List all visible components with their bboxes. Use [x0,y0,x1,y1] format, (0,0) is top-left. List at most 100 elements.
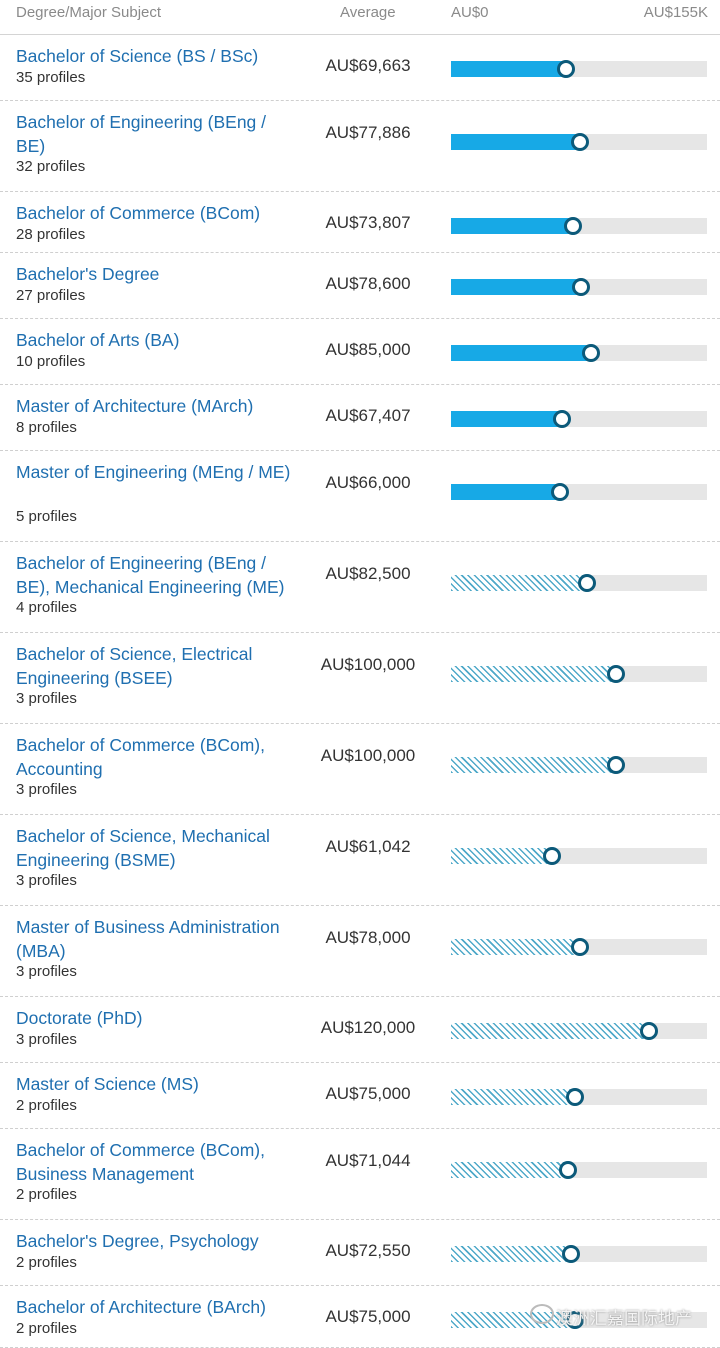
salary-bar-fill [451,1089,575,1105]
salary-marker [566,1311,584,1329]
profile-count: 3 profiles [16,963,77,980]
salary-bar-track [451,217,707,235]
profile-count: 2 profiles [16,1320,77,1337]
degree-link[interactable]: Master of Architecture (MArch) [16,396,254,416]
table-row: Master of Science (MS) 2 profiles AU$75,00… [0,1063,720,1129]
table-header: Degree/Major Subject Average AU$0 AU$155… [0,0,720,35]
profile-count: 28 profiles [16,226,86,243]
table-row: Bachelor of Science, Electrical Engineer… [0,633,720,724]
profile-count: 8 profiles [16,419,77,436]
salary-bar-track [451,574,707,592]
degree-link[interactable]: Bachelor of Arts (BA) [16,330,180,350]
degree-link[interactable]: Bachelor of Engineering (BEng / BE), Mec… [16,553,285,597]
salary-marker [582,344,600,362]
profile-count: 2 profiles [16,1254,77,1271]
profile-count: 3 profiles [16,1031,77,1048]
salary-bar-fill [451,666,616,682]
salary-bar-track [451,1022,707,1040]
salary-marker [564,217,582,235]
salary-bar-fill [451,218,573,234]
profile-count: 5 profiles [16,508,77,525]
profile-count: 27 profiles [16,287,86,304]
salary-bar-fill [451,575,587,591]
salary-bar-fill [451,61,566,77]
salary-marker [543,847,561,865]
degree-link[interactable]: Bachelor of Science, Mechanical Engineer… [16,826,270,870]
degree-link[interactable]: Bachelor of Science, Electrical Engineer… [16,644,253,688]
degree-link[interactable]: Bachelor of Commerce (BCom), Business Ma… [16,1140,265,1184]
profile-count: 35 profiles [16,69,86,86]
salary-marker [571,938,589,956]
degree-link[interactable]: Bachelor's Degree, Psychology [16,1231,259,1251]
average-salary: AU$71,044 [325,1151,411,1170]
degree-link[interactable]: Master of Science (MS) [16,1074,199,1094]
salary-bar-track [451,483,707,501]
average-salary: AU$75,000 [325,1307,411,1326]
profile-count: 2 profiles [16,1186,77,1203]
salary-marker [571,133,589,151]
average-salary: AU$85,000 [325,340,411,359]
table-row: Bachelor of Science, Mechanical Engineer… [0,815,720,906]
salary-marker [557,60,575,78]
salary-marker [607,665,625,683]
range-max-label: AU$155K [643,4,708,21]
degree-link[interactable]: Bachelor's Degree [16,264,160,284]
degree-link[interactable]: Bachelor of Engineering (BEng / BE) [16,112,267,156]
salary-bar-fill [451,1162,568,1178]
range-min-label: AU$0 [451,4,489,21]
profile-count: 2 profiles [16,1097,77,1114]
salary-marker [559,1161,577,1179]
table-row: Bachelor's Degree, Psychology 2 profiles A… [0,1220,720,1286]
degree-link[interactable]: Bachelor of Architecture (BArch) [16,1297,266,1317]
table-row: Bachelor's Degree 27 profiles AU$78,600 [0,253,720,319]
salary-bar-track [451,1161,707,1179]
profile-count: 3 profiles [16,690,77,707]
salary-bar-track [451,133,707,151]
profile-count: 3 profiles [16,781,77,798]
salary-marker [551,483,569,501]
salary-bar-fill [451,345,591,361]
watermark: 澳洲汇嘉国际地产 [530,1300,710,1330]
profile-count: 3 profiles [16,872,77,889]
salary-marker [566,1088,584,1106]
table-row: Doctorate (PhD) 3 profiles AU$120,000 [0,997,720,1063]
table-row: Bachelor of Architecture (BArch) 2 profil… [0,1286,720,1348]
degree-link[interactable]: Doctorate (PhD) [16,1008,143,1028]
average-salary: AU$78,600 [325,274,411,293]
average-salary: AU$61,042 [325,837,411,856]
salary-bar-track [451,938,707,956]
average-column-header: Average [340,4,396,21]
salary-bar-fill [451,484,560,500]
degree-link[interactable]: Bachelor of Science (BS / BSc) [16,46,259,66]
table-row: Bachelor of Commerce (BCom), Accounting 3… [0,724,720,815]
average-salary: AU$82,500 [325,564,411,583]
average-salary: AU$72,550 [325,1241,411,1260]
average-salary: AU$67,407 [325,406,411,425]
salary-bar-track [451,60,707,78]
average-salary: AU$77,886 [325,123,411,142]
salary-bar-track [451,756,707,774]
profile-count: 32 profiles [16,158,86,175]
degree-link[interactable]: Master of Business Administration (MBA) [16,917,280,961]
salary-marker [572,278,590,296]
table-row: Bachelor of Commerce (BCom) 28 profiles AU… [0,192,720,253]
salary-marker [562,1245,580,1263]
degree-column-header: Degree/Major Subject [16,4,162,21]
salary-bar-track [451,665,707,683]
table-row: Bachelor of Arts (BA) 10 profiles AU$85,00… [0,319,720,385]
watermark-text: 澳洲汇嘉国际地产 [556,1309,692,1328]
degree-link[interactable]: Bachelor of Commerce (BCom) [16,203,261,223]
table-row: Bachelor of Commerce (BCom), Business Ma… [0,1129,720,1220]
table-row: Master of Engineering (MEng / ME) 5 profi… [0,451,720,542]
average-salary: AU$78,000 [325,928,411,947]
degree-link[interactable]: Master of Engineering (MEng / ME) [16,462,291,482]
salary-bar-fill [451,279,581,295]
profile-count: 10 profiles [16,353,86,370]
salary-marker [553,410,571,428]
table-row: Master of Business Administration (MBA) 3… [0,906,720,997]
salary-bar-fill [451,1023,649,1039]
average-salary: AU$100,000 [320,746,416,765]
degree-link[interactable]: Bachelor of Commerce (BCom), Accounting [16,735,265,779]
salary-bar-track [451,1088,707,1106]
salary-bar-fill [451,411,562,427]
